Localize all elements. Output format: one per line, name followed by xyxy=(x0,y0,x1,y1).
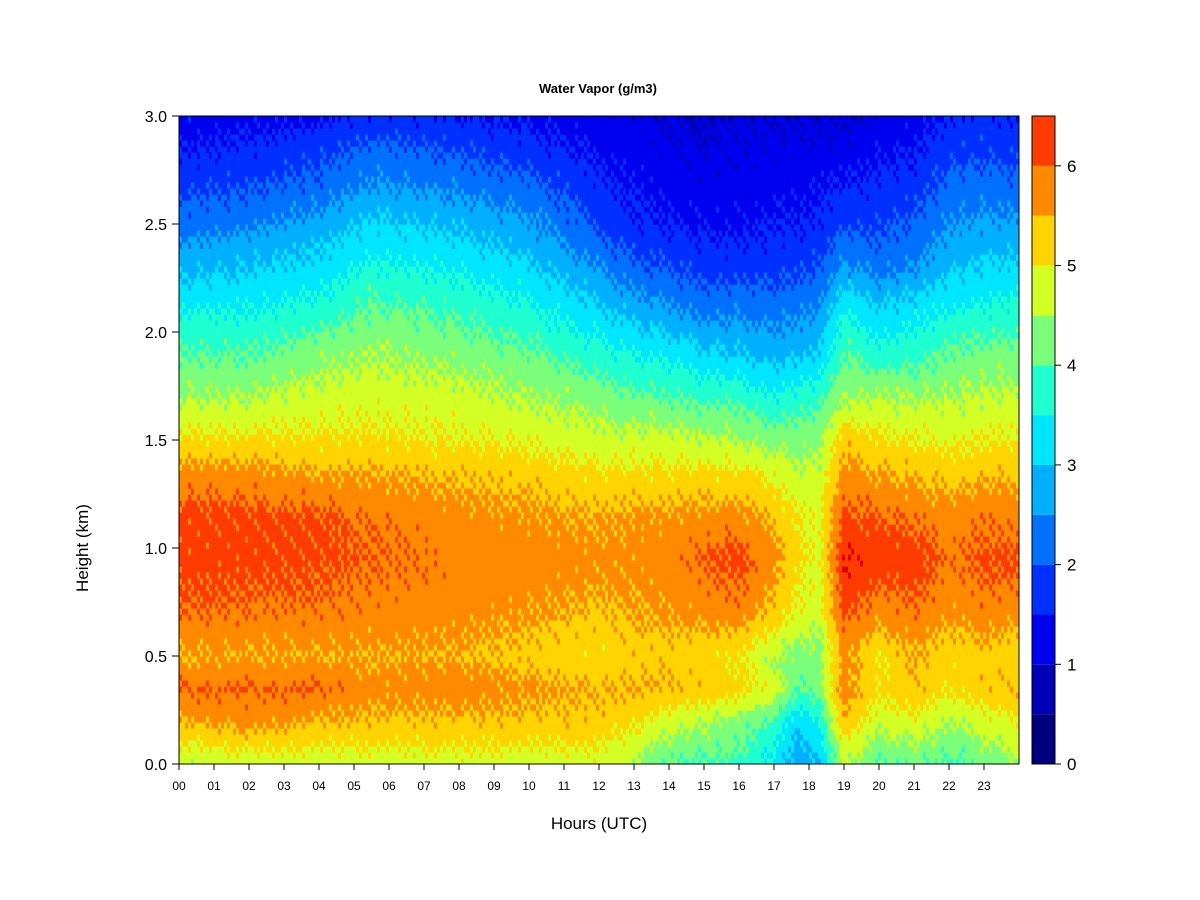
chart-title: Water Vapor (g/m3) xyxy=(539,81,657,96)
heatmap-area xyxy=(179,116,1020,765)
heatmap-cells xyxy=(179,116,1020,765)
